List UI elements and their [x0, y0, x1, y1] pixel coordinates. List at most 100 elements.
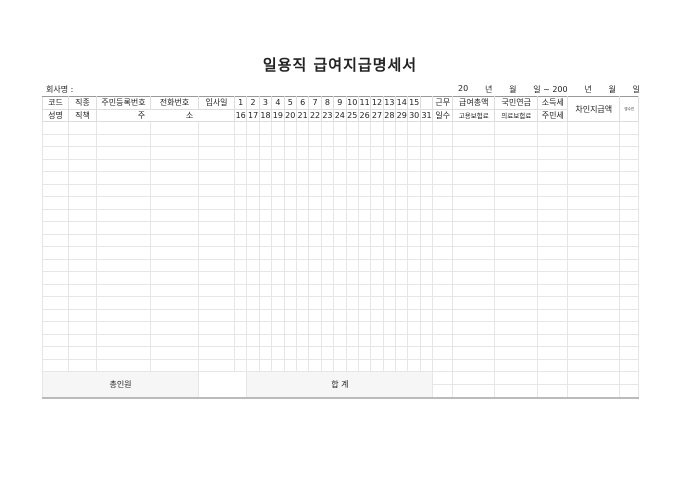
- table-cell[interactable]: [537, 321, 569, 335]
- total-cell[interactable]: [494, 371, 539, 385]
- table-cell[interactable]: [432, 321, 454, 335]
- table-cell[interactable]: [419, 321, 434, 335]
- table-cell[interactable]: [395, 158, 409, 172]
- table-cell[interactable]: [42, 271, 69, 285]
- table-cell[interactable]: [42, 183, 69, 197]
- table-cell[interactable]: [537, 183, 569, 197]
- table-cell[interactable]: [42, 208, 69, 222]
- table-cell[interactable]: [283, 171, 297, 185]
- table-cell[interactable]: [619, 208, 640, 222]
- table-cell[interactable]: [407, 208, 421, 222]
- table-cell[interactable]: [370, 321, 384, 335]
- table-cell[interactable]: [382, 271, 397, 285]
- table-cell[interactable]: [537, 246, 569, 260]
- table-cell[interactable]: [258, 196, 273, 210]
- table-cell[interactable]: [198, 208, 235, 222]
- table-cell[interactable]: [419, 296, 434, 310]
- table-cell[interactable]: [382, 221, 397, 235]
- table-cell[interactable]: [494, 221, 539, 235]
- table-cell[interactable]: [308, 271, 322, 285]
- table-cell[interactable]: [150, 271, 199, 285]
- table-cell[interactable]: [283, 208, 297, 222]
- table-cell[interactable]: [407, 121, 421, 135]
- table-cell[interactable]: [382, 121, 397, 135]
- table-cell[interactable]: [419, 183, 434, 197]
- table-cell[interactable]: [308, 308, 322, 322]
- table-cell[interactable]: [333, 283, 347, 297]
- table-cell[interactable]: [198, 171, 235, 185]
- table-cell[interactable]: [407, 221, 421, 235]
- table-cell[interactable]: [395, 296, 409, 310]
- table-cell[interactable]: [494, 346, 539, 360]
- table-cell[interactable]: [370, 258, 384, 272]
- table-cell[interactable]: [271, 358, 285, 372]
- headcount-value[interactable]: [197, 371, 248, 399]
- table-cell[interactable]: [295, 146, 310, 160]
- table-cell[interactable]: [619, 121, 640, 135]
- table-cell[interactable]: [333, 246, 347, 260]
- table-cell[interactable]: [150, 296, 199, 310]
- table-cell[interactable]: [308, 246, 322, 260]
- table-cell[interactable]: [96, 358, 151, 372]
- table-cell[interactable]: [567, 233, 621, 247]
- table-cell[interactable]: [198, 258, 235, 272]
- table-cell[interactable]: [395, 346, 409, 360]
- table-cell[interactable]: [419, 283, 434, 297]
- table-cell[interactable]: [407, 196, 421, 210]
- table-cell[interactable]: [283, 121, 297, 135]
- table-cell[interactable]: [619, 283, 640, 297]
- table-cell[interactable]: [283, 146, 297, 160]
- table-cell[interactable]: [258, 121, 273, 135]
- table-cell[interactable]: [308, 146, 322, 160]
- table-cell[interactable]: [233, 171, 248, 185]
- table-cell[interactable]: [246, 358, 260, 372]
- table-cell[interactable]: [452, 246, 496, 260]
- table-cell[interactable]: [283, 346, 297, 360]
- table-cell[interactable]: [357, 171, 372, 185]
- table-cell[interactable]: [494, 283, 539, 297]
- table-cell[interactable]: [308, 346, 322, 360]
- table-cell[interactable]: [283, 358, 297, 372]
- table-cell[interactable]: [370, 121, 384, 135]
- table-cell[interactable]: [271, 321, 285, 335]
- table-cell[interactable]: [432, 221, 454, 235]
- table-cell[interactable]: [320, 221, 335, 235]
- total-cell[interactable]: [619, 371, 640, 385]
- table-cell[interactable]: [42, 283, 69, 297]
- table-cell[interactable]: [271, 233, 285, 247]
- table-cell[interactable]: [432, 333, 454, 347]
- table-cell[interactable]: [567, 246, 621, 260]
- table-cell[interactable]: [407, 183, 421, 197]
- table-cell[interactable]: [150, 183, 199, 197]
- table-cell[interactable]: [407, 146, 421, 160]
- table-cell[interactable]: [68, 183, 97, 197]
- table-cell[interactable]: [333, 196, 347, 210]
- table-cell[interactable]: [345, 246, 359, 260]
- table-cell[interactable]: [308, 333, 322, 347]
- table-cell[interactable]: [345, 133, 359, 147]
- table-cell[interactable]: [320, 296, 335, 310]
- table-cell[interactable]: [271, 333, 285, 347]
- table-cell[interactable]: [96, 196, 151, 210]
- table-cell[interactable]: [357, 296, 372, 310]
- table-cell[interactable]: [452, 171, 496, 185]
- table-cell[interactable]: [283, 246, 297, 260]
- table-cell[interactable]: [333, 183, 347, 197]
- table-cell[interactable]: [246, 233, 260, 247]
- table-cell[interactable]: [295, 296, 310, 310]
- table-cell[interactable]: [68, 296, 97, 310]
- table-cell[interactable]: [233, 283, 248, 297]
- table-cell[interactable]: [320, 171, 335, 185]
- table-cell[interactable]: [494, 121, 539, 135]
- table-cell[interactable]: [407, 246, 421, 260]
- table-cell[interactable]: [419, 258, 434, 272]
- table-cell[interactable]: [494, 358, 539, 372]
- table-cell[interactable]: [382, 296, 397, 310]
- total-cell[interactable]: [567, 384, 621, 399]
- table-cell[interactable]: [68, 258, 97, 272]
- table-cell[interactable]: [370, 196, 384, 210]
- table-cell[interactable]: [198, 246, 235, 260]
- table-cell[interactable]: [258, 233, 273, 247]
- table-cell[interactable]: [150, 208, 199, 222]
- table-cell[interactable]: [295, 346, 310, 360]
